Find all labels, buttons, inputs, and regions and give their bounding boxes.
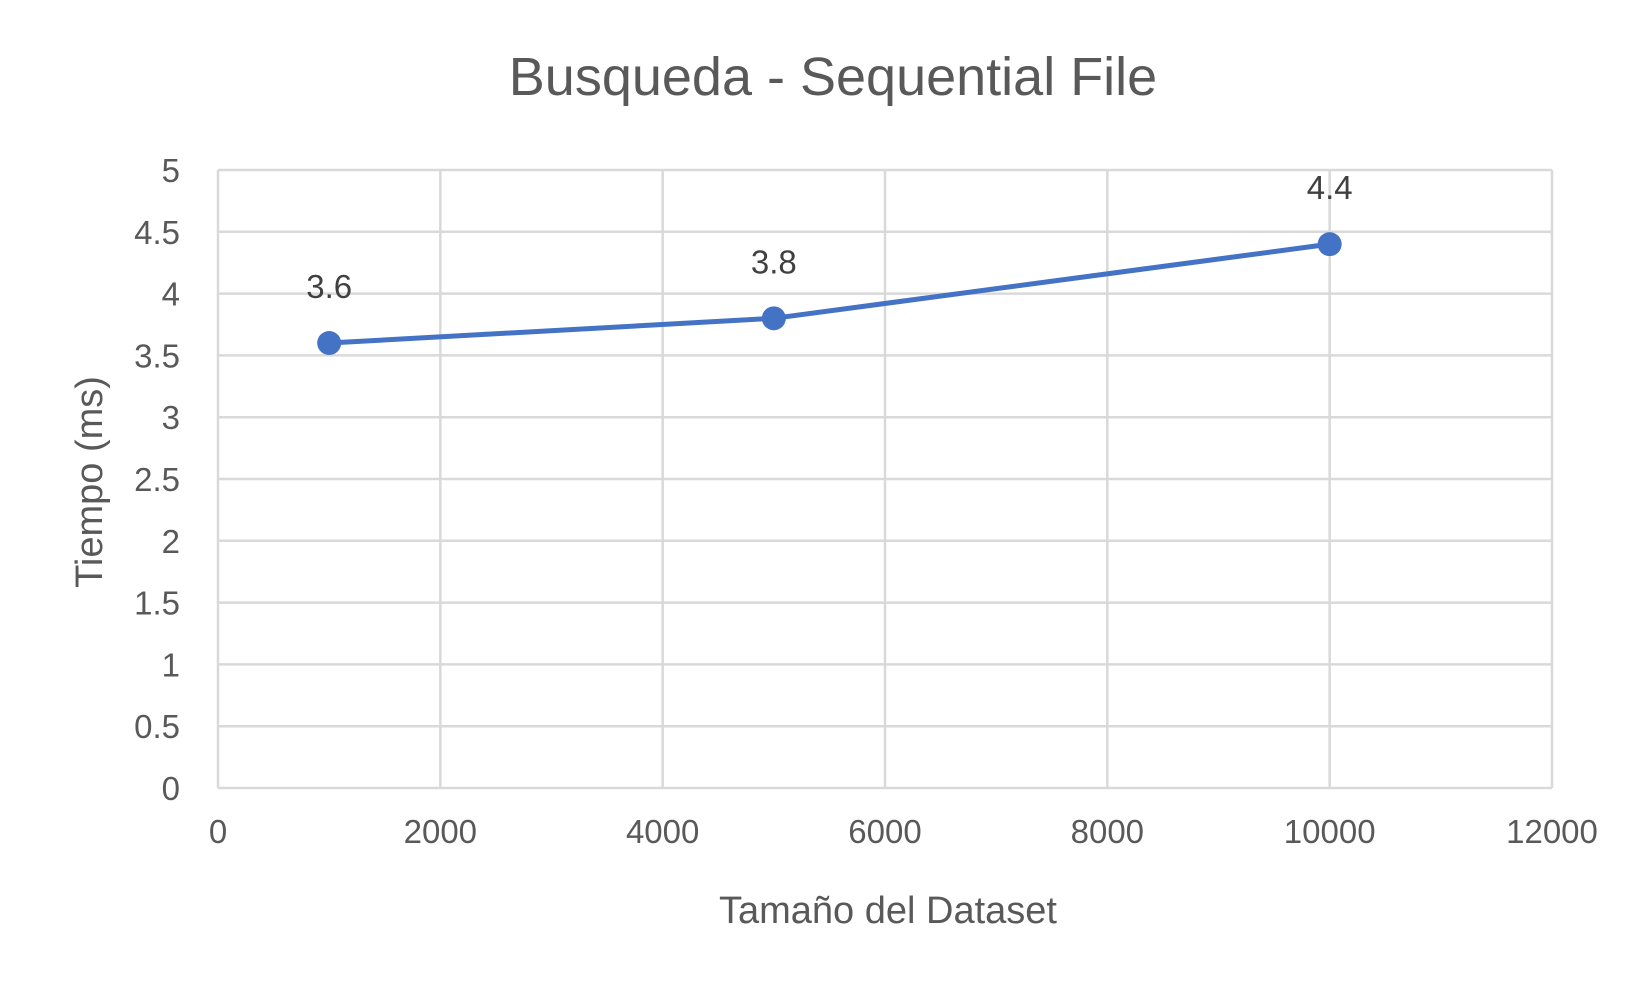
- x-tick-label: 12000: [1506, 813, 1598, 850]
- x-tick-label: 6000: [848, 813, 921, 850]
- data-point-marker: [317, 331, 342, 356]
- y-tick-label: 1: [162, 646, 180, 683]
- y-tick-label: 4: [162, 276, 180, 313]
- data-label: 3.6: [306, 268, 352, 305]
- x-tick-label: 8000: [1071, 813, 1144, 850]
- x-axis-title: Tamaño del Dataset: [719, 890, 1057, 932]
- x-tick-label: 2000: [404, 813, 477, 850]
- y-tick-label: 0: [162, 770, 180, 807]
- y-axis-title: Tiempo (ms): [69, 376, 111, 588]
- y-tick-label: 1.5: [134, 585, 180, 622]
- data-label: 4.4: [1307, 169, 1353, 206]
- data-label: 3.8: [751, 243, 797, 280]
- y-tick-label: 4.5: [134, 214, 180, 251]
- tick-labels: 0 0.5 1 1.5 2 2.5 3 3.5 4 4.5 5 0 2000 4000 6000 8000 10…: [134, 152, 1598, 850]
- y-tick-label: 3: [162, 399, 180, 436]
- data-point-marker: [1317, 232, 1342, 257]
- x-tick-label: 4000: [626, 813, 699, 850]
- gridlines: [216, 168, 1554, 790]
- y-tick-label: 3.5: [134, 337, 180, 374]
- x-tick-label: 10000: [1284, 813, 1376, 850]
- data-point-marker: [761, 306, 786, 331]
- y-tick-label: 2.5: [134, 461, 180, 498]
- chart-title: Busqueda - Sequential File: [509, 47, 1157, 107]
- x-tick-label: 0: [209, 813, 227, 850]
- series-layer: 3.6 3.8 4.4: [306, 169, 1353, 356]
- y-tick-label: 0.5: [134, 708, 180, 745]
- y-tick-label: 5: [162, 152, 180, 189]
- y-tick-label: 2: [162, 523, 180, 560]
